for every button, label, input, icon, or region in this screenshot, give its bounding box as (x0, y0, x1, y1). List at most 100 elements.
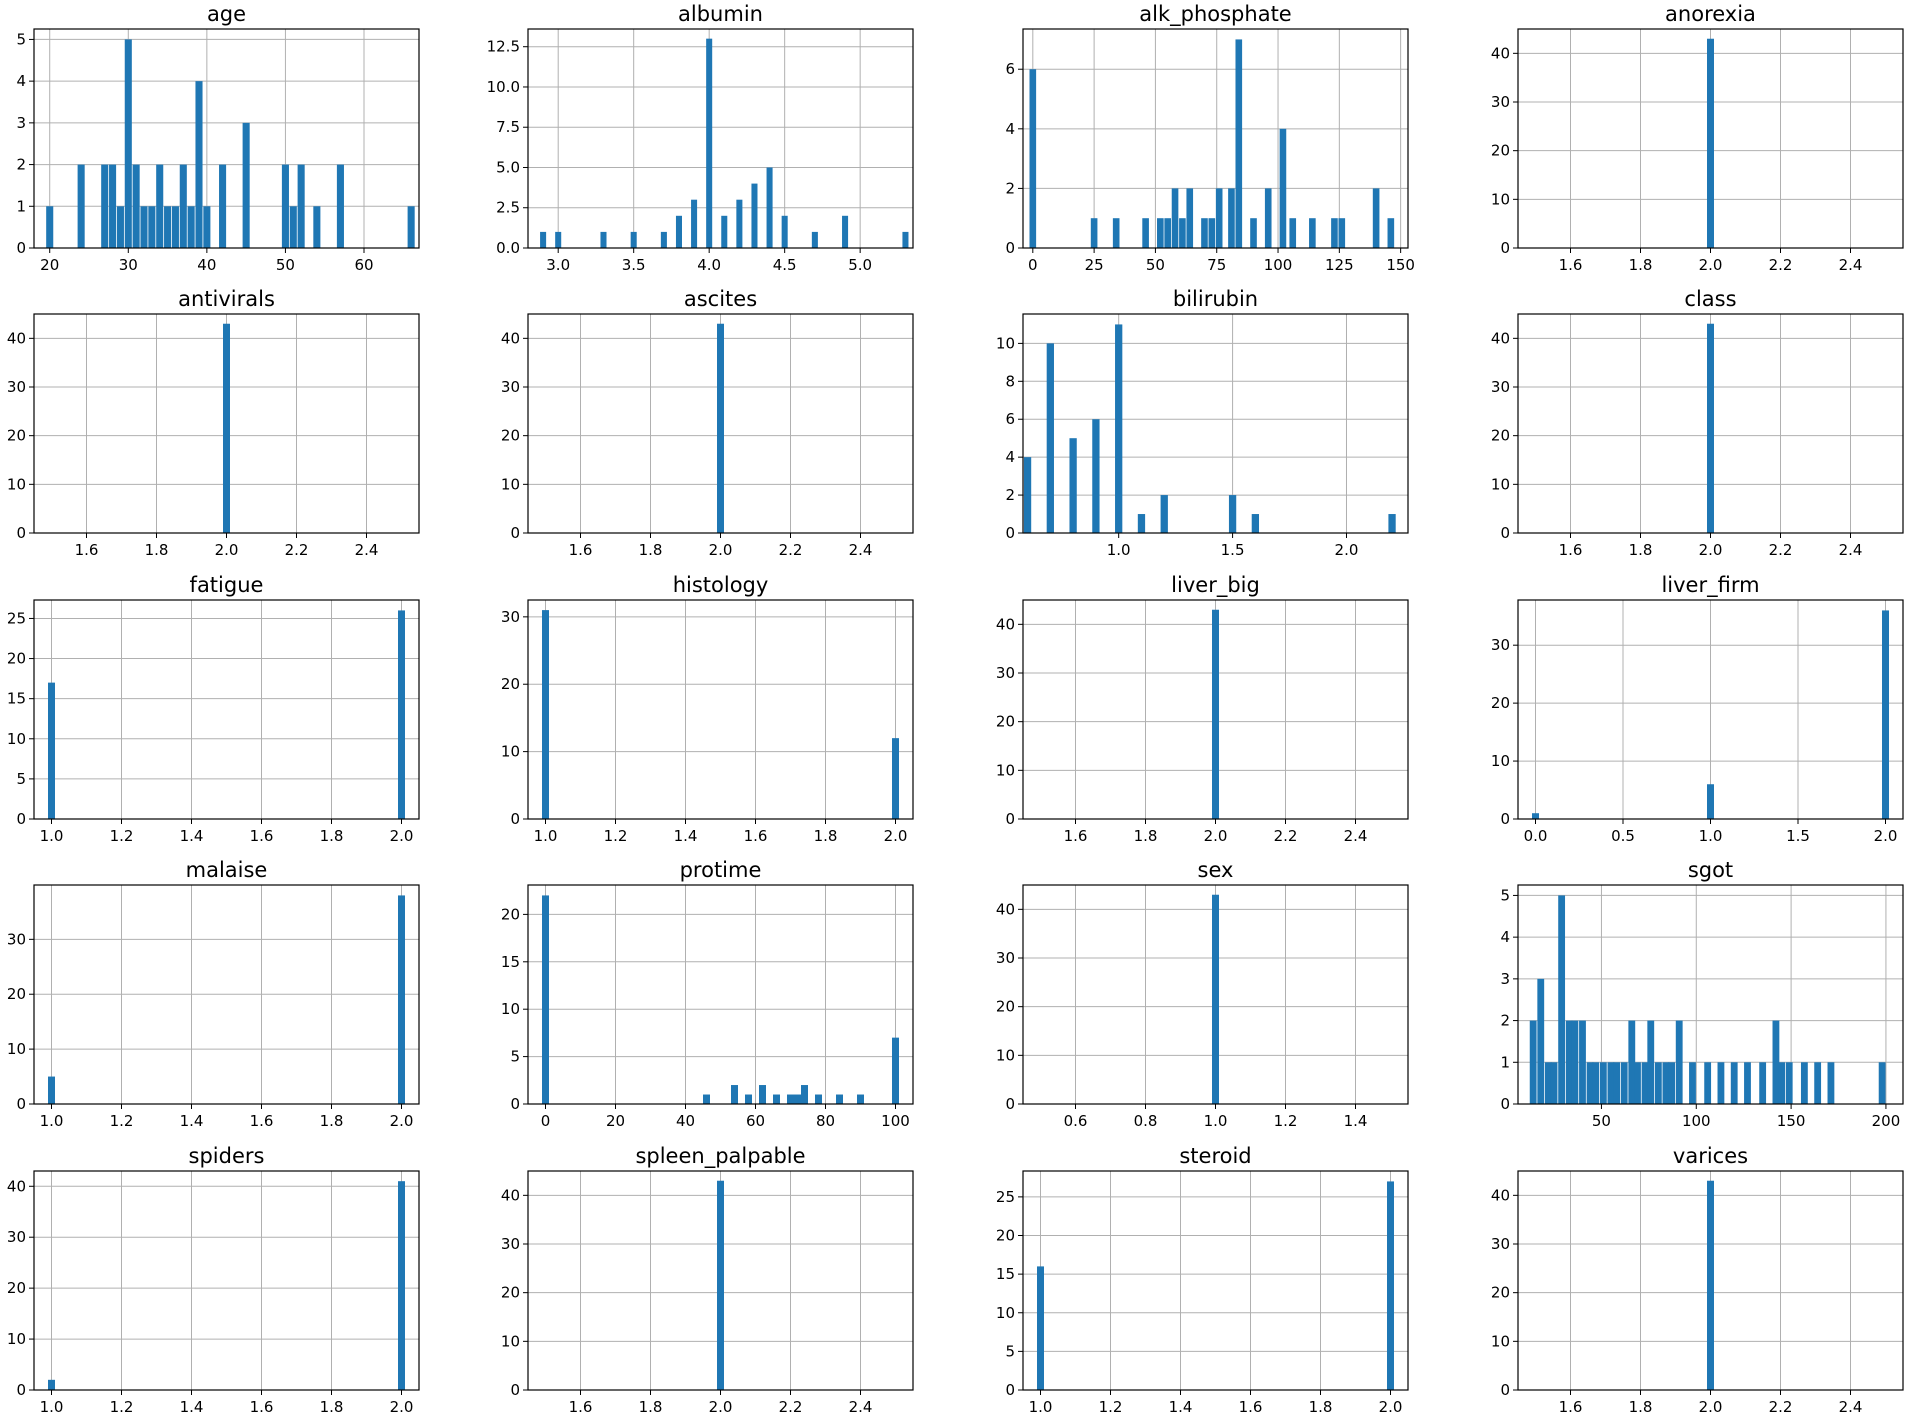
y-tick-label: 10 (1491, 752, 1510, 770)
histogram-bar (600, 231, 607, 248)
histogram-bar (1707, 1180, 1714, 1390)
histogram-bar (542, 610, 549, 819)
histogram-bar (313, 206, 321, 248)
y-tick-label: 20 (7, 650, 26, 668)
y-tick-label: 30 (996, 949, 1015, 967)
x-tick-label: 1.2 (110, 827, 134, 845)
histogram-bar (815, 1094, 822, 1104)
plot-frame (1517, 884, 1904, 1105)
gridlines (34, 600, 419, 820)
x-tick-label: 1.2 (110, 1398, 134, 1416)
y-tick-label: 10 (7, 730, 26, 748)
x-tick-label: 125 (1325, 256, 1354, 274)
y-tick-label: 0 (1500, 810, 1510, 828)
y-tick-label: 5 (1005, 1342, 1015, 1360)
histogram-bar (717, 323, 724, 533)
y-tick-label: 3 (16, 114, 26, 132)
x-tick-label: 1.5 (1786, 827, 1810, 845)
y-tick-label: 10 (501, 1332, 520, 1350)
histogram-bar (773, 1094, 780, 1104)
x-tick-label: 2.0 (1699, 1398, 1723, 1416)
y-tick-label: 10 (1491, 1332, 1510, 1350)
x-tick-label: 1.0 (1029, 1398, 1053, 1416)
histogram-bar (156, 164, 164, 248)
histogram-bars (717, 323, 724, 533)
histogram-bar (1289, 218, 1297, 248)
histogram-panel-fatigue: fatigue 1.0 1.2 1.4 1.6 1.8 2.0 0 5 10 15 20 25 (7, 573, 420, 845)
x-tick-label: 1.6 (250, 1112, 274, 1130)
x-tick-label: 1.2 (1274, 1112, 1298, 1130)
y-tick-label: 30 (1491, 1235, 1510, 1253)
histogram-bars (223, 323, 230, 533)
histogram-bar (195, 81, 203, 249)
x-axis: 3.0 3.5 4.0 4.5 5.0 (546, 248, 872, 274)
x-tick-label: 2.0 (215, 541, 239, 559)
histogram-bar (1599, 1062, 1607, 1104)
histogram-bar (1814, 1062, 1822, 1104)
x-axis: 0 25 50 75 100 125 150 (1028, 248, 1415, 274)
histogram-bar (787, 1094, 794, 1104)
histogram-bars (1707, 1180, 1714, 1390)
panel-title: ascites (684, 287, 757, 311)
x-tick-label: 1.8 (814, 827, 838, 845)
y-tick-label: 20 (996, 998, 1015, 1016)
x-tick-label: 4.0 (697, 256, 721, 274)
histogram-bar (1387, 218, 1395, 248)
y-tick-label: 30 (1491, 93, 1510, 111)
x-tick-label: 1.8 (320, 1112, 344, 1130)
panel-title: bilirubin (1173, 287, 1258, 311)
x-tick-label: 1.6 (1064, 827, 1088, 845)
x-tick-label: 1.2 (1099, 1398, 1123, 1416)
y-tick-label: 40 (1491, 329, 1510, 347)
x-tick-label: 20 (40, 256, 59, 274)
y-tick-label: 2 (1005, 486, 1015, 504)
y-tick-label: 0 (1500, 1381, 1510, 1399)
histogram-bar (1212, 609, 1219, 819)
x-tick-label: 1.6 (569, 541, 593, 559)
histogram-bar (1023, 457, 1032, 533)
plot-frame (33, 599, 420, 820)
histogram-bar (1529, 1020, 1537, 1104)
x-tick-label: 60 (354, 256, 373, 274)
y-axis: 0 5 10 15 20 25 (7, 609, 34, 828)
plot-frame (1022, 1170, 1409, 1391)
histogram-bar (398, 1181, 405, 1390)
histogram-bars (46, 39, 415, 249)
y-tick-label: 30 (1491, 636, 1510, 654)
y-tick-label: 40 (501, 329, 520, 347)
y-tick-label: 40 (7, 329, 26, 347)
gridlines (528, 600, 913, 820)
x-tick-label: 2.0 (1874, 827, 1898, 845)
x-tick-label: 1.6 (75, 541, 99, 559)
y-tick-label: 0 (16, 239, 26, 257)
y-tick-label: 10 (996, 1046, 1015, 1064)
x-axis: 1.6 1.8 2.0 2.2 2.4 (569, 1390, 872, 1416)
x-tick-label: 2.0 (390, 827, 414, 845)
plot-frame (527, 599, 914, 820)
x-tick-label: 50 (1146, 256, 1165, 274)
x-tick-label: 100 (1264, 256, 1293, 274)
x-tick-label: 2.0 (390, 1112, 414, 1130)
y-tick-label: 30 (7, 1228, 26, 1246)
y-axis: 0 10 20 30 (7, 930, 34, 1113)
histogram-bar (1592, 1062, 1600, 1104)
histogram-bar (794, 1094, 801, 1104)
histogram-bar (219, 164, 227, 248)
y-axis: 0 5 10 15 20 25 (996, 1188, 1023, 1399)
y-tick-label: 30 (501, 1235, 520, 1253)
x-tick-label: 2.2 (1769, 256, 1793, 274)
y-tick-label: 0 (1500, 1095, 1510, 1113)
panel-title: varices (1673, 1144, 1748, 1168)
histogram-panel-alk-phosphate: alk_phosphate 0 25 50 75 100 125 150 0 2 4 6 (1005, 2, 1415, 274)
x-tick-label: 1.0 (40, 1398, 64, 1416)
y-tick-label: 5 (1500, 886, 1510, 904)
y-axis: 0 10 20 30 40 (7, 1177, 34, 1399)
y-tick-label: 0 (510, 1381, 520, 1399)
histogram-bar (1628, 1020, 1636, 1104)
histogram-bar (555, 231, 562, 248)
x-tick-label: 2.4 (1839, 256, 1863, 274)
y-axis: 0 10 20 30 (1491, 636, 1518, 828)
y-axis: 0 5 10 15 20 (501, 905, 528, 1113)
x-tick-label: 100 (881, 1112, 910, 1130)
x-tick-label: 2.2 (1769, 541, 1793, 559)
